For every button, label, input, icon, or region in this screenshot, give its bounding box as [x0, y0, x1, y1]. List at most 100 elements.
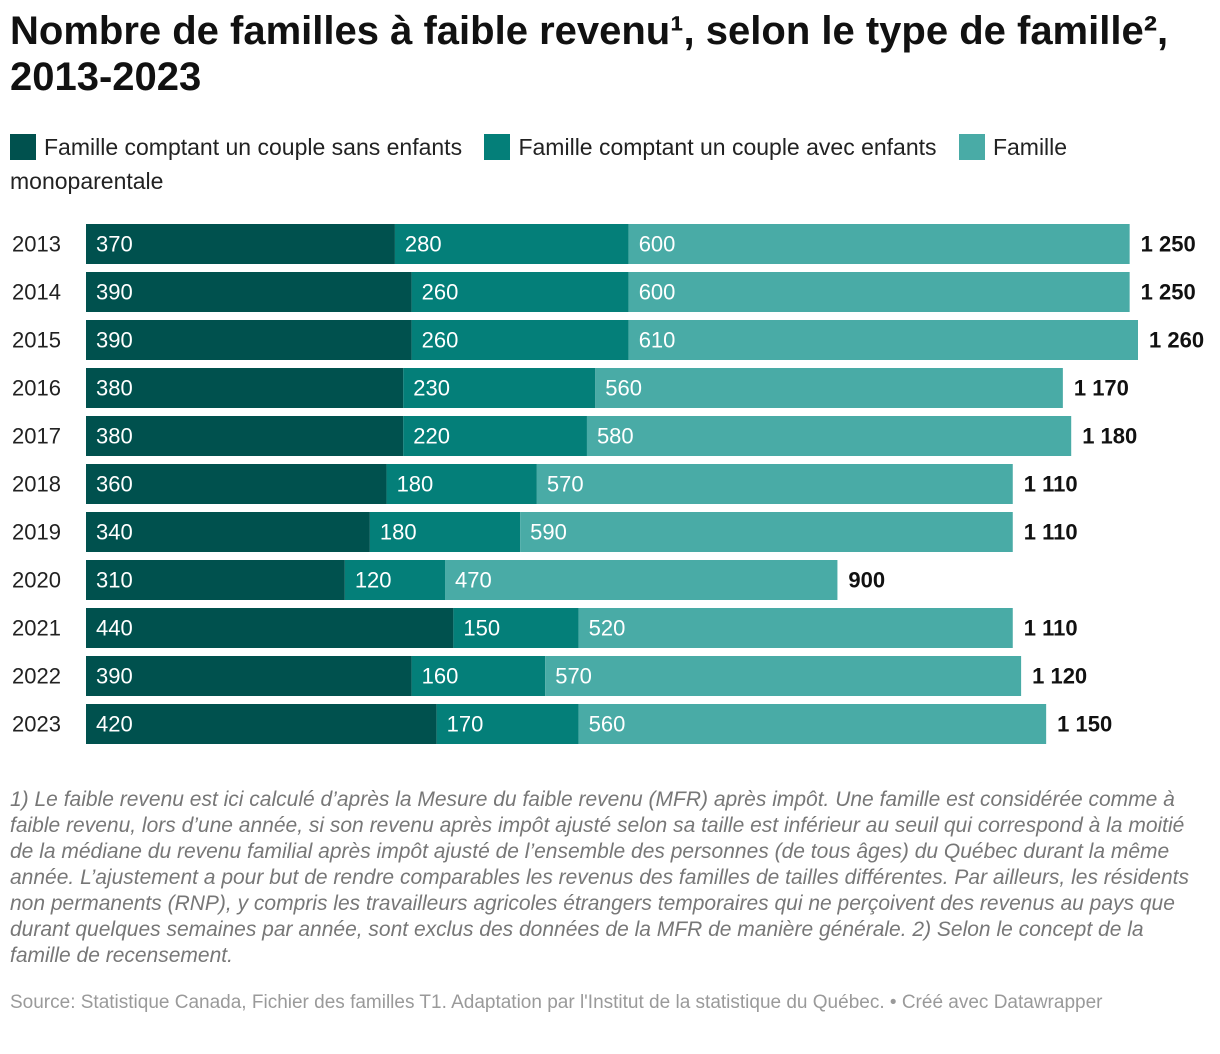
segment-value-label: 440	[96, 616, 133, 641]
total-value-label: 1 250	[1141, 280, 1196, 305]
year-label: 2016	[12, 376, 61, 401]
segment-value-label: 580	[597, 424, 634, 449]
bar-segment	[86, 368, 404, 408]
bar-segment	[445, 560, 838, 600]
bar-segment	[86, 704, 437, 744]
segment-value-label: 570	[555, 664, 592, 689]
segment-value-label: 370	[96, 232, 133, 257]
segment-value-label: 180	[380, 520, 417, 545]
segment-value-label: 470	[455, 568, 492, 593]
total-value-label: 900	[848, 568, 885, 593]
legend-item-couple-sans-enfants: Famille comptant un couple sans enfants	[10, 134, 462, 160]
segment-value-label: 390	[96, 280, 133, 305]
segment-value-label: 260	[422, 280, 459, 305]
bar-segment	[86, 560, 345, 600]
bar-segment	[86, 512, 370, 552]
year-label: 2017	[12, 424, 61, 449]
year-label: 2023	[12, 712, 61, 737]
segment-value-label: 560	[605, 376, 642, 401]
year-label: 2018	[12, 472, 61, 497]
bar-segment	[403, 368, 596, 408]
segment-value-label: 150	[463, 616, 500, 641]
bar-segment	[578, 704, 1047, 744]
bar-segment	[520, 512, 1013, 552]
bar-segment	[453, 608, 579, 648]
segment-value-label: 180	[397, 472, 434, 497]
bar-segment	[86, 272, 412, 312]
legend-swatch	[484, 134, 511, 160]
year-label: 2021	[12, 616, 61, 641]
total-value-label: 1 110	[1024, 520, 1078, 545]
total-value-label: 1 120	[1032, 664, 1087, 689]
total-value-label: 1 150	[1057, 712, 1112, 737]
total-value-label: 1 260	[1149, 328, 1204, 353]
legend-label: Famille comptant un couple sans enfants	[44, 134, 463, 160]
legend-label: Famille comptant un couple avec enfants	[518, 134, 937, 160]
segment-value-label: 420	[96, 712, 133, 737]
source-line: Source: Statistique Canada, Fichier des …	[10, 990, 1210, 1015]
segment-value-label: 600	[639, 232, 676, 257]
segment-value-label: 170	[447, 712, 484, 737]
segment-value-label: 520	[589, 616, 626, 641]
total-value-label: 1 180	[1082, 424, 1137, 449]
bar-segment	[595, 368, 1063, 408]
bar-segment	[628, 320, 1138, 360]
bar-segment	[369, 512, 521, 552]
bar-segment	[86, 656, 412, 696]
chart-title: Nombre de familles à faible revenu¹, sel…	[10, 9, 1169, 99]
total-value-label: 1 110	[1024, 616, 1078, 641]
bar-segment	[436, 704, 579, 744]
year-label: 2020	[12, 568, 61, 593]
bar-segment	[86, 320, 412, 360]
total-value-label: 1 110	[1024, 472, 1078, 497]
bar-segment	[586, 416, 1072, 456]
year-label: 2014	[12, 280, 61, 305]
chart-legend: Famille comptant un couple sans enfants …	[10, 130, 1200, 198]
legend-swatch	[958, 134, 985, 160]
segment-value-label: 120	[355, 568, 392, 593]
bar-segment	[344, 560, 446, 600]
segment-value-label: 570	[547, 472, 584, 497]
legend-swatch	[10, 134, 36, 160]
bar-segment	[386, 464, 537, 504]
segment-value-label: 590	[530, 520, 567, 545]
datawrapper-credit: Créé avec Datawrapper	[901, 992, 1103, 1013]
bar-segment	[545, 656, 1022, 696]
segment-value-label: 600	[639, 280, 676, 305]
total-value-label: 1 250	[1141, 232, 1196, 257]
year-label: 2013	[12, 232, 61, 257]
segment-value-label: 380	[96, 424, 133, 449]
segment-value-label: 310	[96, 568, 133, 593]
segment-value-label: 280	[405, 232, 442, 257]
bar-segment	[86, 224, 395, 264]
year-label: 2022	[12, 664, 61, 689]
bar-segment	[578, 608, 1013, 648]
segment-value-label: 610	[639, 328, 676, 353]
segment-value-label: 390	[96, 328, 133, 353]
bar-segment	[86, 608, 454, 648]
bar-segment	[536, 464, 1013, 504]
bar-segment	[628, 224, 1130, 264]
total-value-label: 1 170	[1074, 376, 1129, 401]
source-separator: •	[884, 992, 902, 1013]
legend-item-monoparentale: Famille monoparentale	[10, 134, 1067, 194]
legend-label: Famille monoparentale	[10, 134, 1068, 194]
stacked-bar-chart: 2013 370 280 600 1 250 2014 390 260 600 1 250 2015…	[12, 224, 1204, 744]
bar-segment	[628, 272, 1130, 312]
bar-segment	[394, 224, 629, 264]
segment-value-label: 340	[96, 520, 133, 545]
segment-value-label: 160	[422, 664, 459, 689]
bar-segment	[86, 464, 387, 504]
footnotes: 1) Le faible revenu est ici calculé d’ap…	[10, 788, 1189, 967]
bar-segment	[86, 416, 404, 456]
source-text: Source: Statistique Canada, Fichier des …	[10, 992, 885, 1013]
bar-segment	[411, 656, 546, 696]
segment-value-label: 390	[96, 664, 133, 689]
bar-segment	[411, 320, 629, 360]
segment-value-label: 380	[96, 376, 133, 401]
segment-value-label: 560	[589, 712, 626, 737]
segment-value-label: 230	[413, 376, 450, 401]
segment-value-label: 260	[422, 328, 459, 353]
bar-segment	[411, 272, 629, 312]
bar-segment	[403, 416, 587, 456]
